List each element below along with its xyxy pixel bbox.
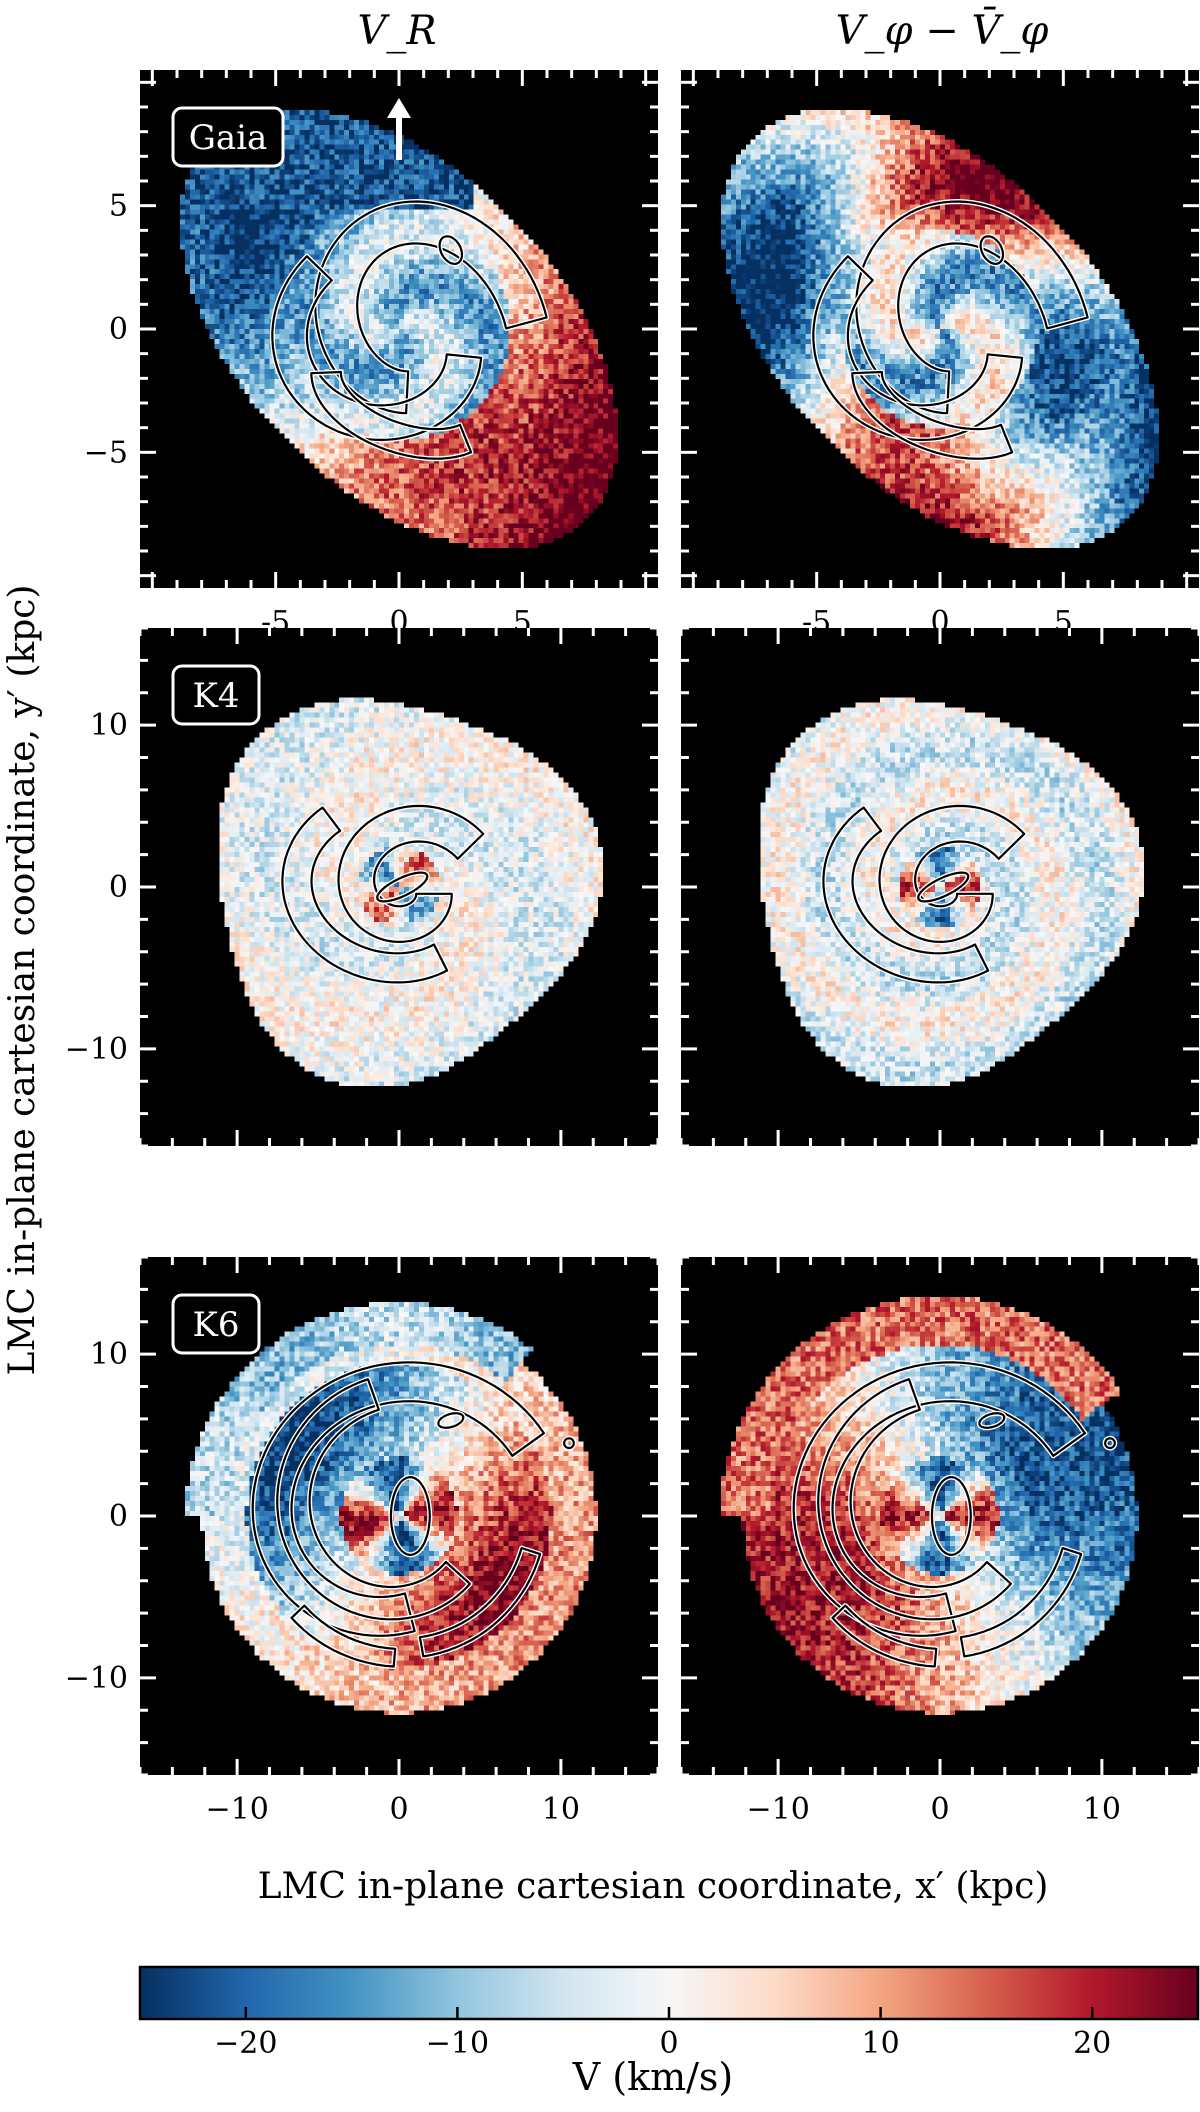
contour-line: [418, 1547, 542, 1658]
dataset-badge-label: K6: [192, 1305, 239, 1345]
colorbar-tick-label: −10: [426, 2026, 489, 2061]
contour-line: [959, 1547, 1083, 1658]
contour-line: [822, 806, 990, 984]
contour-line: [1104, 1437, 1116, 1450]
y-tick-label: 0: [109, 870, 128, 905]
tick-marks: [138, 626, 660, 1148]
x-tick-label: −10: [746, 1792, 809, 1827]
heatmap-image: [681, 628, 1199, 1146]
contour-line: [563, 1437, 575, 1450]
contour-line: [281, 806, 449, 984]
contour-line: [979, 235, 1005, 265]
colorbar: −20 −10 0 10 20: [138, 1965, 1200, 2061]
colorbar-label: V (km/s): [572, 2055, 734, 2099]
panel-k6-vphi: −10 0 10: [679, 1255, 1200, 1827]
contour-line: [276, 1378, 471, 1621]
tick-marks: [679, 1255, 1200, 1777]
contour-line: [831, 1604, 938, 1668]
dataset-badge: [171, 664, 261, 726]
contour-line: [310, 370, 473, 460]
colorbar-tick-label: 10: [862, 2026, 900, 2061]
colorbar-tick-label: −20: [214, 2026, 277, 2061]
dataset-badge: [171, 106, 285, 168]
contour-line: [930, 1476, 972, 1556]
y-tick-label: 0: [109, 312, 128, 347]
panel-k4-vr: 10 0 −10 K4: [65, 626, 660, 1148]
contour-line: [376, 871, 429, 903]
contour-line: [438, 235, 464, 265]
x-tick-label: 10: [542, 1792, 580, 1827]
colorbar-tick-label: 20: [1073, 2026, 1111, 2061]
tick-marks: [140, 70, 658, 588]
contour-line: [792, 1361, 1086, 1637]
y-tick-label: 5: [109, 189, 128, 224]
column-title-vphi: V_φ − V̄_φ: [836, 7, 1049, 54]
contour-line: [878, 804, 1026, 943]
dataset-badge-label: Gaia: [189, 118, 268, 158]
heatmap-image: [681, 70, 1199, 588]
column-title-vr: V_R: [357, 8, 436, 54]
panel-k4-vphi: [679, 626, 1200, 1148]
north-arrow-head: [387, 98, 411, 118]
contour-line: [817, 1378, 1012, 1621]
contour-line: [389, 1476, 431, 1556]
x-tick-label: 0: [389, 1792, 408, 1827]
colorbar-tick-label: 0: [659, 2026, 678, 2061]
heatmap-image: [681, 1257, 1199, 1775]
contour-line: [978, 1412, 1006, 1429]
y-tick-label: −10: [65, 1032, 128, 1067]
tick-marks: [681, 70, 1199, 588]
tick-marks: [138, 1255, 660, 1777]
y-tick-label: 10: [90, 1337, 128, 1372]
tick-marks: [679, 626, 1200, 1148]
y-tick-label: 10: [90, 708, 128, 743]
x-tick-label: −10: [205, 1792, 268, 1827]
y-tick-label: 0: [109, 1499, 128, 1534]
contour-line: [855, 200, 1089, 415]
y-axis-label: LMC in-plane cartesian coordinate, y′ (k…: [2, 585, 43, 1376]
panel-gaia-vphi: -5 0 5: [681, 70, 1199, 640]
panel-k6-vr: −10 0 10 10 0 −10 K6: [65, 1255, 660, 1827]
contour-line: [251, 1361, 545, 1637]
contour-line: [290, 1604, 397, 1668]
dataset-badge: [171, 1293, 261, 1355]
x-axis-label: LMC in-plane cartesian coordinate, x′ (k…: [258, 1866, 1049, 1907]
contour-line: [917, 871, 970, 903]
contour-line: [337, 804, 485, 943]
dataset-badge-label: K4: [192, 676, 239, 716]
y-tick-label: −10: [65, 1661, 128, 1696]
contour-line: [851, 370, 1014, 460]
contour-line: [314, 200, 548, 415]
contour-line: [437, 1412, 465, 1429]
x-tick-label: 0: [930, 1792, 949, 1827]
y-tick-label: −5: [84, 435, 128, 470]
x-tick-label: 10: [1083, 1792, 1121, 1827]
